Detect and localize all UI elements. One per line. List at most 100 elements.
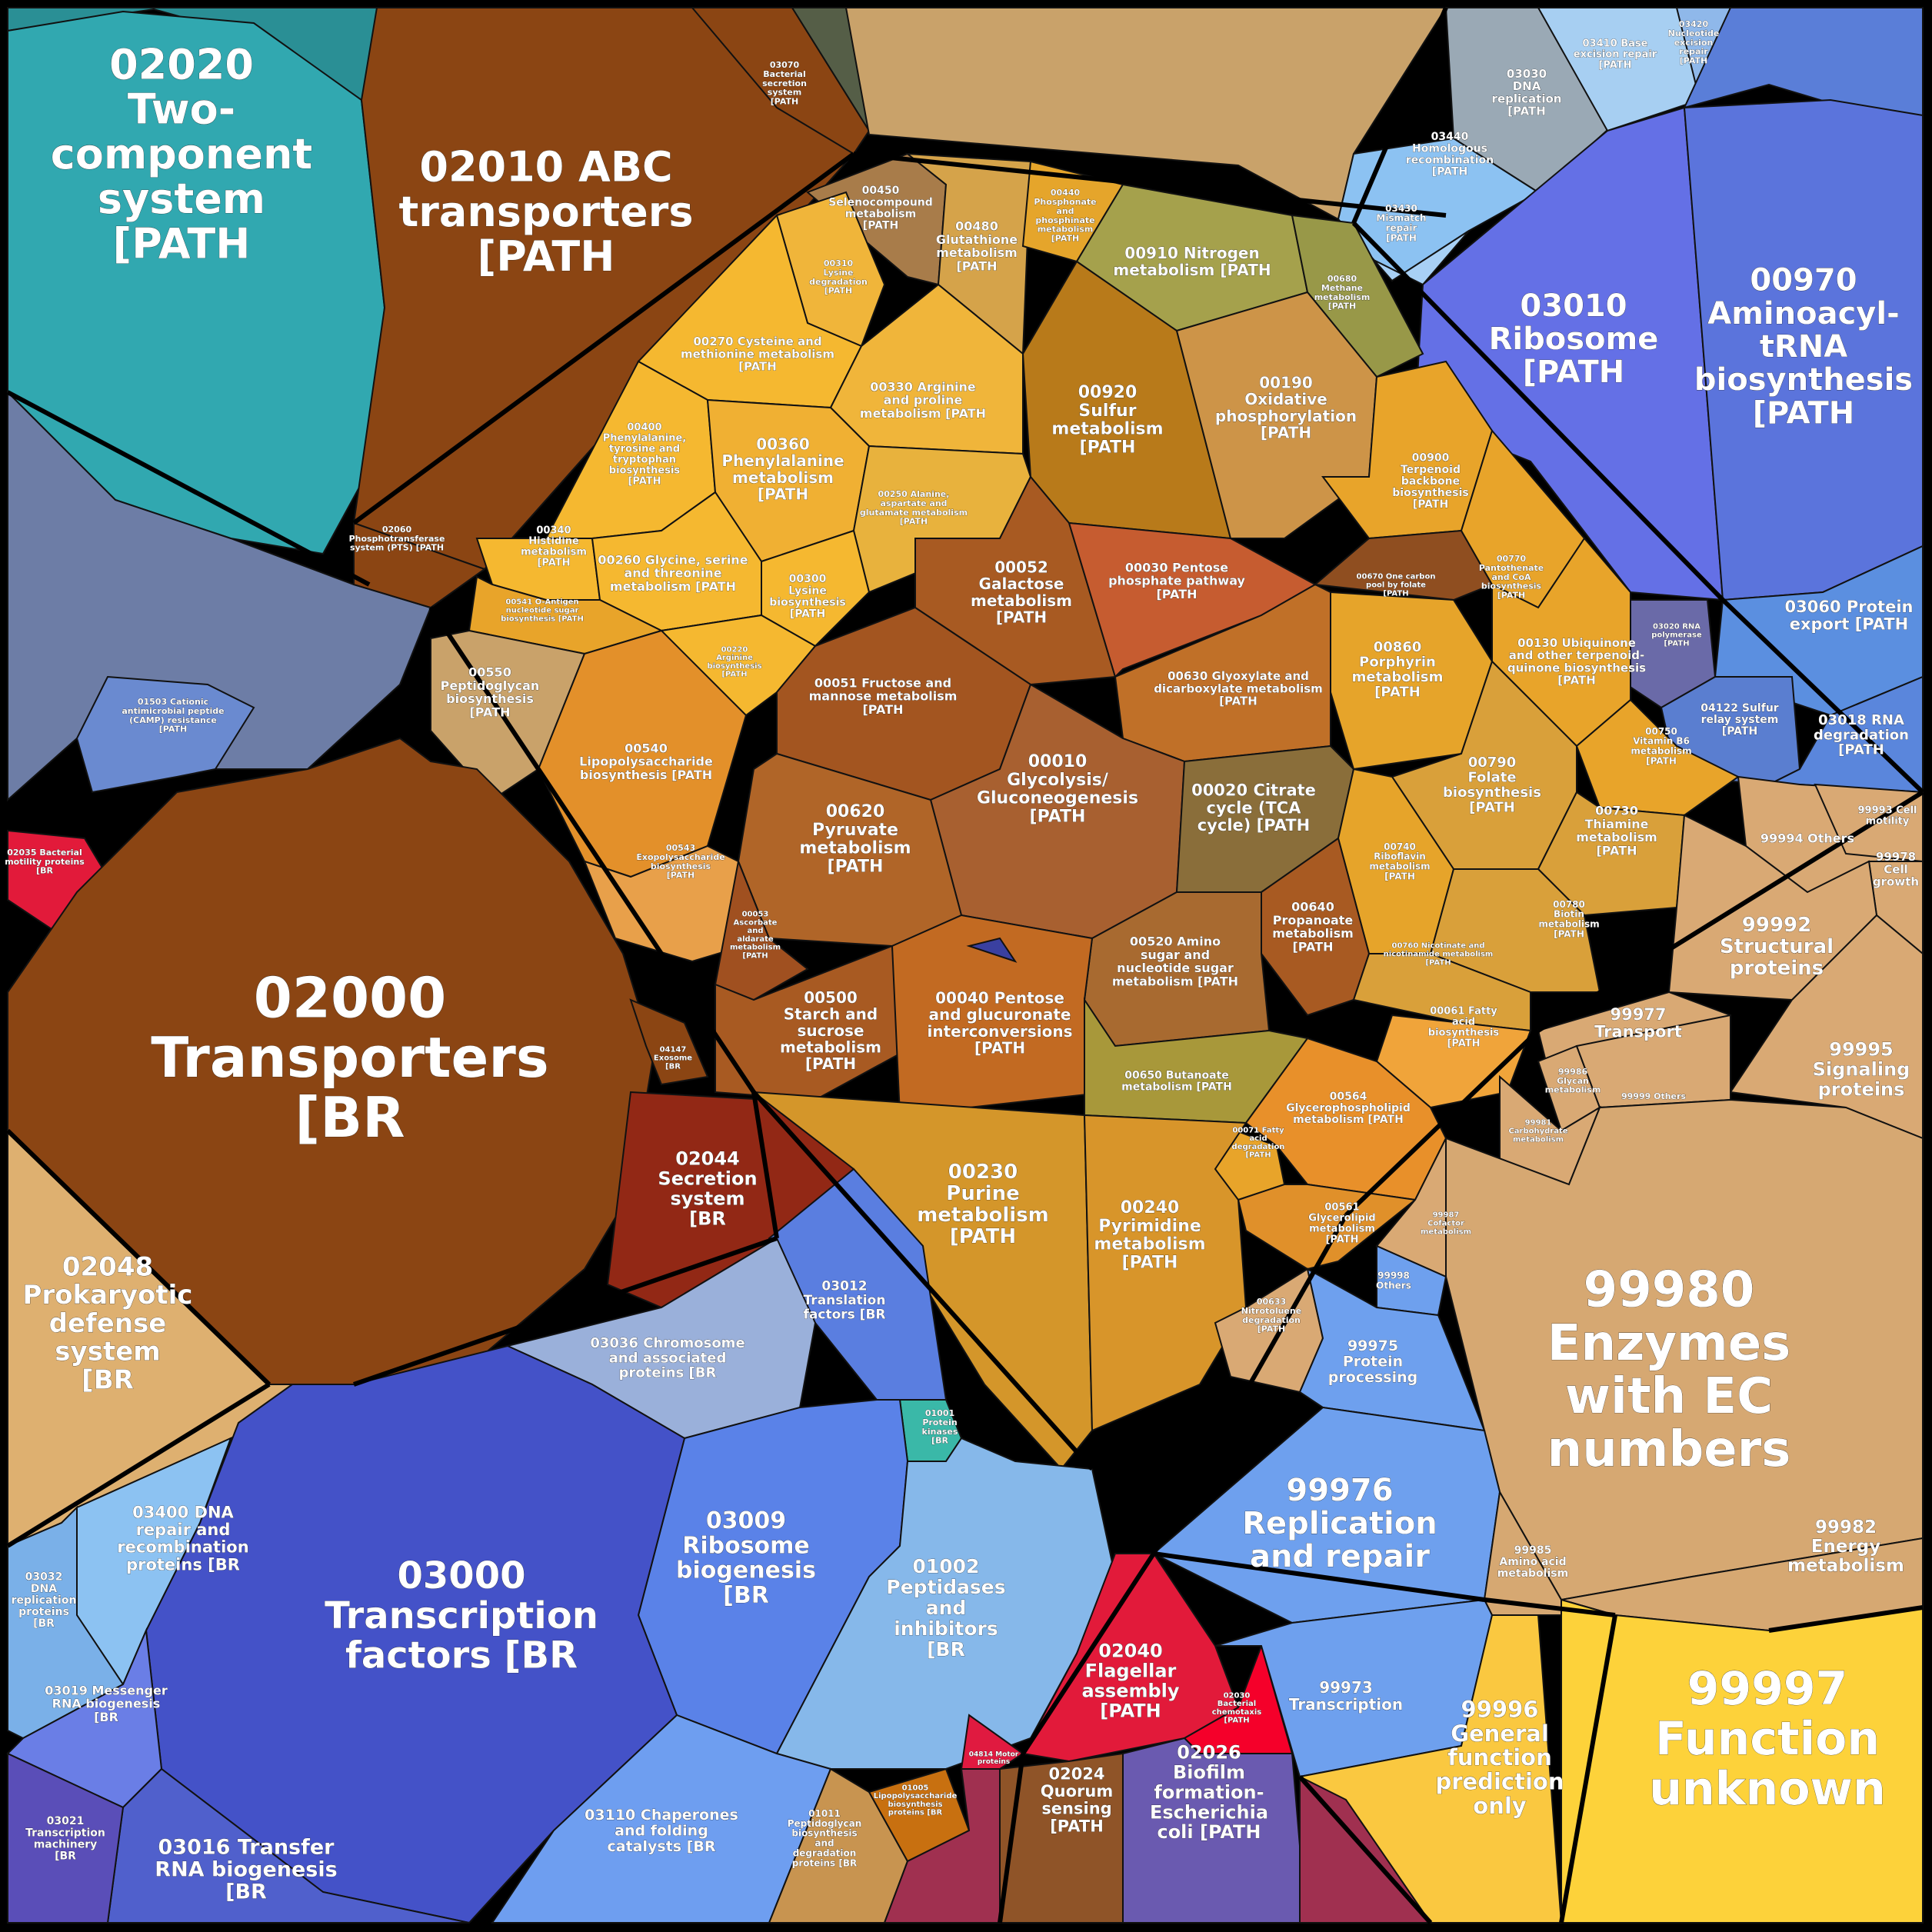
- label-line: 00670 One carbon: [1357, 573, 1436, 581]
- label-p00740: 00740 Riboflavin metabolism [PATH: [1369, 841, 1430, 882]
- label-line: Lipopolysaccharide: [874, 1792, 958, 1800]
- label-p03000: 03000 Transcription factors [BR: [325, 1554, 598, 1677]
- label-line: 02030: [1224, 1691, 1251, 1700]
- group-border: [6, 390, 371, 587]
- label-line: 03021: [47, 1815, 85, 1827]
- label-line: transporters: [398, 188, 693, 236]
- label-line: sugar and: [1141, 948, 1210, 962]
- label-line: 99980: [1584, 1262, 1755, 1319]
- label-line: 99997: [1687, 1662, 1848, 1716]
- label-line: Transcription: [1289, 1695, 1403, 1714]
- label-line: [PATH: [478, 232, 615, 281]
- label-p03036: 03036 Chromosome and associated proteins […: [590, 1335, 744, 1381]
- label-line: [BR: [94, 1710, 118, 1724]
- label-p03016: 03016 Transfer RNA biogenesis [BR: [155, 1835, 337, 1904]
- label-line: antimicrobial peptide: [122, 706, 224, 716]
- cell-p00561: [1237, 1184, 1417, 1271]
- label-line: [PATH: [469, 705, 510, 720]
- label-line: 03018 RNA: [1818, 712, 1904, 728]
- label-line: [PATH: [1328, 301, 1356, 311]
- label-line: biogenesis: [676, 1557, 816, 1584]
- label-line: [PATH: [1383, 589, 1408, 598]
- label-line: metabolism [PATH: [860, 406, 986, 421]
- label-line: 00730: [1595, 804, 1638, 818]
- label-line: Purine: [946, 1182, 1019, 1205]
- label-p00440: 00440 Phosphonate and phosphinate metabolism…: [1034, 188, 1096, 243]
- label-p02060: 02060 Phosphotransferase system (PTS) [PAT…: [349, 525, 445, 553]
- label-p99977: 99977 Transport: [1594, 1005, 1682, 1041]
- label-p99987: 99987 Cofactor metabolism: [1421, 1211, 1471, 1237]
- label-line: Replication: [1242, 1506, 1437, 1541]
- label-line: motility proteins: [5, 857, 85, 867]
- label-p00540: 00540 Lipopolysaccharide biosynthesis [PAT…: [579, 741, 713, 782]
- label-line: Methane: [1321, 283, 1363, 293]
- label-p00860: 00860 Porphyrin metabolism [PATH: [1352, 639, 1444, 700]
- label-p00620: 00620 Pyruvate metabolism [PATH: [799, 802, 911, 876]
- label-p00750: 00750 Vitamin B6 metabolism [PATH: [1631, 726, 1691, 767]
- label-p00920: 00920 Sulfur metabolism [PATH: [1051, 383, 1163, 457]
- label-line: 03430: [1385, 203, 1417, 214]
- label-line: [PATH: [996, 608, 1047, 626]
- label-line: [PATH: [1469, 799, 1515, 815]
- label-line: Terpenoid: [1401, 464, 1461, 476]
- label-line: 00750: [1645, 726, 1677, 737]
- label-line: 02020: [109, 40, 254, 88]
- label-line: with EC: [1565, 1368, 1773, 1425]
- label-line: 03440: [1431, 131, 1469, 143]
- label-p00500: 00500 Starch and sucrose metabolism [PATH: [780, 988, 881, 1073]
- label-p03018: 03018 RNA degradation [PATH: [1814, 712, 1909, 758]
- label-line: 00400: [627, 421, 661, 433]
- label-line: chemotaxis: [1212, 1708, 1262, 1717]
- label-line: 02040: [1098, 1641, 1163, 1662]
- label-p99975: 99975 Protein processing: [1328, 1337, 1417, 1386]
- label-line: metabolism: [1038, 225, 1094, 235]
- label-line: [PATH: [721, 671, 747, 679]
- label-line: metabolism: [1272, 926, 1354, 941]
- label-line: metabolism: [1051, 420, 1163, 439]
- label-line: Prokaryotic: [23, 1280, 193, 1311]
- label-p01002: 01002 Peptidases and inhibitors [BR: [886, 1555, 1005, 1661]
- group-border: [1559, 1614, 1617, 1924]
- label-line: Selenocompound: [828, 196, 933, 208]
- label-p02026: 02026 Biofilm formation-Escherichia coli [P…: [1150, 1742, 1268, 1844]
- label-p02048: 02048 Prokaryotic defense system [BR: [23, 1251, 193, 1395]
- label-line: 04147: [660, 1046, 687, 1054]
- label-line: 00052: [994, 558, 1048, 577]
- label-line: repair and: [136, 1521, 231, 1539]
- label-line: metabolism: [971, 591, 1072, 610]
- label-line: 99994 Others: [1760, 831, 1854, 846]
- label-line: biosynthesis: [791, 1828, 857, 1839]
- label-p02020: 02020 Two-component system [PATH: [51, 40, 312, 268]
- label-p00970: 00970 Aminoacyl-tRNA biosynthesis [PATH: [1694, 263, 1913, 431]
- label-line: 00230: [948, 1161, 1018, 1184]
- label-line: 02060: [382, 525, 412, 535]
- label-line: recombination: [1406, 154, 1494, 166]
- label-line: proteins [BR: [619, 1365, 717, 1381]
- label-line: 00630 Glyoxylate and: [1168, 669, 1309, 683]
- label-line: proteins [BR: [888, 1809, 943, 1817]
- label-line: 99996: [1461, 1697, 1539, 1723]
- label-line: acid: [1452, 1017, 1475, 1028]
- label-line: Histidine: [528, 536, 579, 548]
- label-line: [PATH: [159, 724, 187, 734]
- label-p00010: 00010 Glycolysis/Gluconeogenesis [PATH: [977, 752, 1138, 826]
- label-line: nucleotide sugar: [1117, 961, 1234, 975]
- label-p99998: 99998 Others: [1376, 1271, 1411, 1291]
- label-line: 03012: [821, 1279, 867, 1294]
- label-line: and CoA: [1491, 572, 1531, 582]
- label-line: 00640: [1291, 900, 1334, 914]
- label-line: system: [98, 175, 265, 223]
- label-line: 00620: [826, 802, 885, 821]
- label-line: Biotin: [1554, 909, 1584, 920]
- label-line: Galactose: [979, 575, 1064, 593]
- label-line: 03400 DNA: [132, 1503, 234, 1521]
- label-line: pool by folate: [1366, 581, 1426, 590]
- label-line: 99981: [1525, 1119, 1552, 1128]
- label-line: 99995: [1829, 1038, 1894, 1060]
- label-line: sensing: [1041, 1800, 1111, 1818]
- label-line: numbers: [1547, 1421, 1791, 1478]
- label-line: 99992: [1742, 914, 1811, 937]
- label-p03430: 03430 Mismatch repair [PATH: [1376, 203, 1426, 244]
- label-line: biosynthesis: [1428, 1028, 1500, 1039]
- label-p03012: 03012 Translation factors [BR: [804, 1279, 886, 1323]
